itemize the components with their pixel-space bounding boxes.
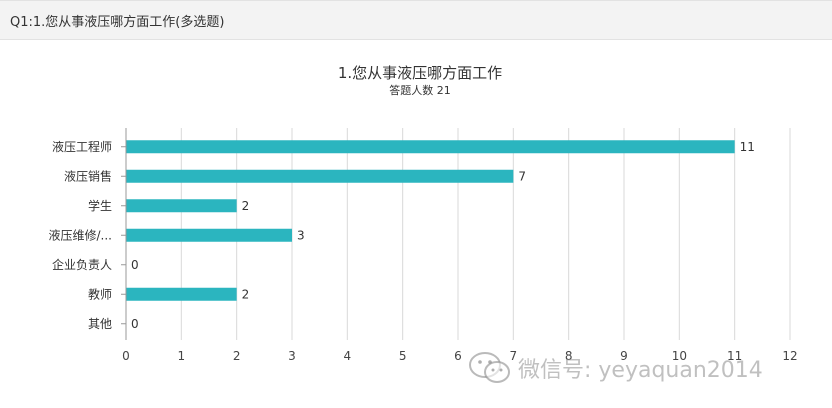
bar: [126, 169, 514, 183]
x-tick-labels: 0 1 2 3 4 5 6 7 8 9 10 11 12: [122, 349, 797, 363]
chart-title: 1.您从事液压哪方面工作: [338, 64, 502, 82]
x-tick-label: 8: [565, 349, 573, 363]
x-tick-label: 6: [454, 349, 462, 363]
bar: [126, 199, 237, 213]
bar: [126, 140, 735, 154]
x-tick-label: 2: [233, 349, 241, 363]
x-tick-label: 12: [782, 349, 797, 363]
data-label: 0: [131, 317, 139, 331]
data-label: 0: [131, 258, 139, 272]
category-label: 液压销售: [64, 168, 112, 183]
x-tick-label: 0: [122, 349, 130, 363]
x-tick-label: 4: [344, 349, 352, 363]
data-label: 11: [740, 140, 755, 154]
question-header: Q1:1.您从事液压哪方面工作(多选题): [0, 0, 832, 40]
category-label: 液压工程师: [52, 139, 112, 154]
category-label: 其他: [88, 317, 112, 331]
category-label: 液压维修/...: [49, 227, 113, 242]
chart-subtitle: 答题人数 21: [389, 83, 451, 97]
x-tick-label: 1: [178, 349, 186, 363]
category-label: 学生: [88, 198, 112, 213]
data-label: 7: [518, 169, 526, 183]
bar: [126, 287, 237, 301]
x-tick-label: 5: [399, 349, 407, 363]
category-label: 企业负责人: [52, 257, 112, 272]
bars: 11 7 2 3 0 2 0: [126, 140, 755, 331]
category-label: 教师: [88, 286, 112, 301]
data-label: 3: [297, 228, 305, 242]
data-label: 2: [242, 199, 250, 213]
x-tick-label: 3: [288, 349, 296, 363]
grid-lines: [180, 128, 791, 340]
x-tick-label: 10: [672, 349, 687, 363]
data-label: 2: [242, 287, 250, 301]
x-tick-label: 11: [727, 349, 742, 363]
x-tick-label: 9: [620, 349, 628, 363]
bar-chart: 1.您从事液压哪方面工作 答题人数 21 11 7 2 3 0 2 0 液压工程师液压销售学…: [49, 64, 798, 363]
question-title: Q1:1.您从事液压哪方面工作(多选题): [10, 15, 225, 30]
bar: [126, 228, 292, 242]
x-tick-label: 7: [510, 349, 518, 363]
